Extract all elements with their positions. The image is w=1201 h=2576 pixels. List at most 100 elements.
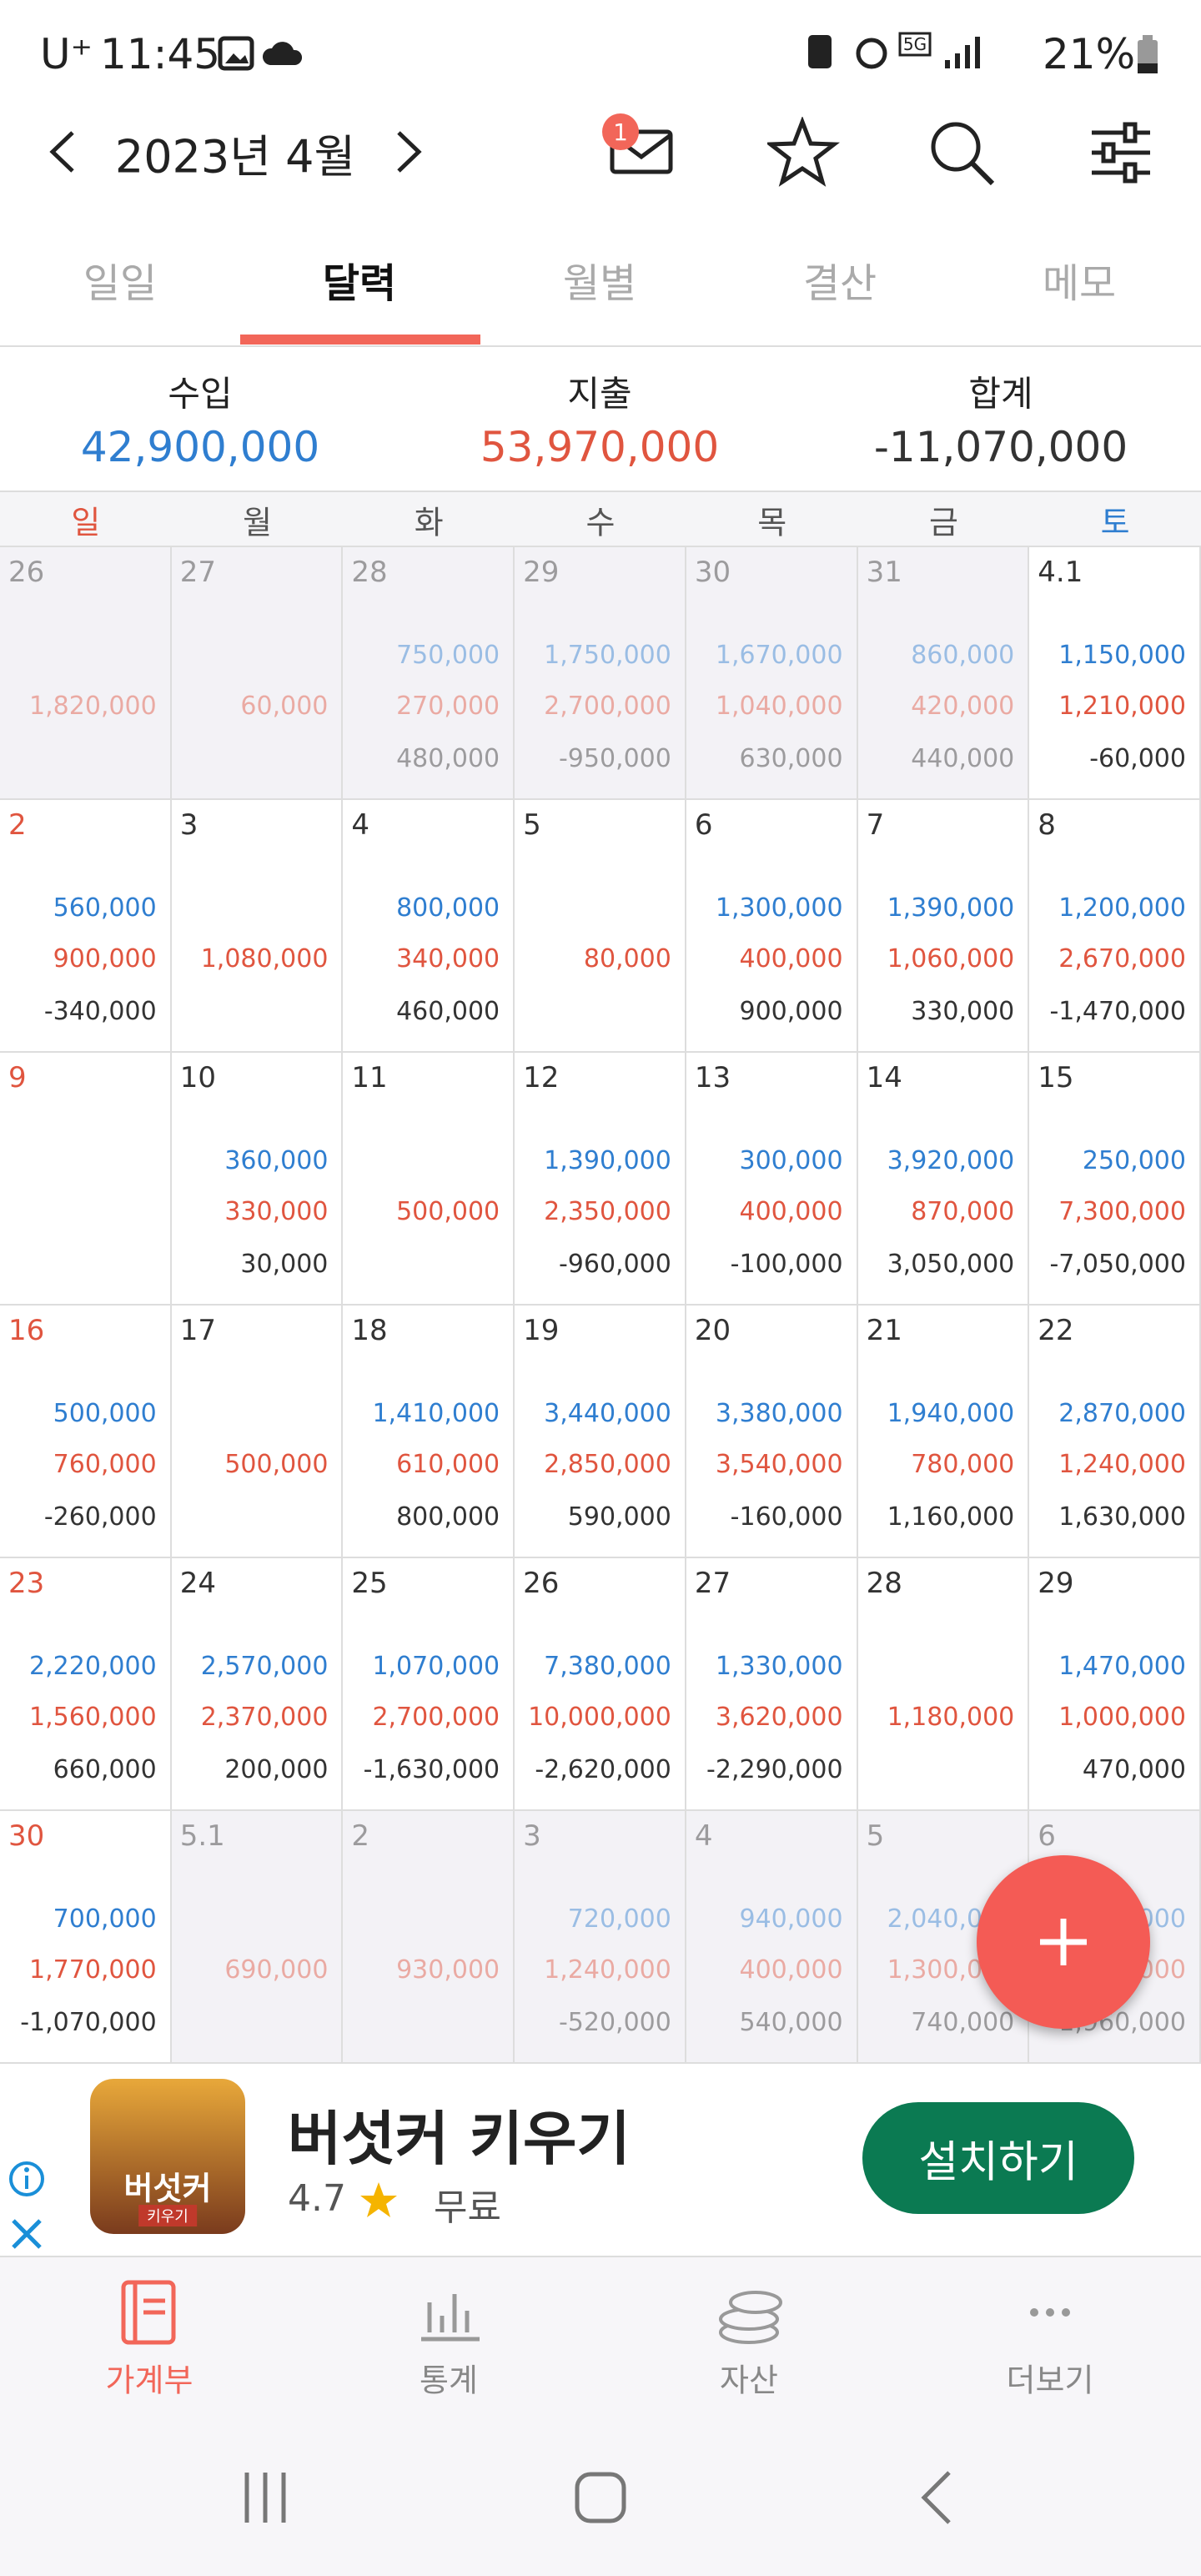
day-total: 1,630,000: [1058, 1502, 1186, 1532]
day-date: 30: [694, 556, 731, 589]
next-month[interactable]: [392, 129, 425, 174]
day-cell[interactable]: 28 1,180,000: [857, 1558, 1030, 1811]
add-button[interactable]: [977, 1855, 1150, 2029]
day-cell[interactable]: 5 80,000: [515, 800, 686, 1053]
day-expense: 80,000: [583, 944, 671, 974]
day-cell[interactable]: 26 1,820,000: [0, 547, 172, 800]
day-total: -100,000: [730, 1250, 843, 1279]
day-expense: 3,540,000: [715, 1450, 843, 1479]
day-cell[interactable]: 14 3,920,000 870,000 3,050,000: [857, 1053, 1030, 1306]
day-cell[interactable]: 30 1,670,000 1,040,000 630,000: [686, 547, 858, 800]
day-cell[interactable]: 19 3,440,000 2,850,000 590,000: [515, 1306, 686, 1558]
day-date: 23: [8, 1567, 45, 1600]
day-cell[interactable]: 27 1,330,000 3,620,000 -2,290,000: [686, 1558, 858, 1811]
ad-controls[interactable]: [7, 2159, 47, 2251]
nav-label[interactable]: 가계부: [105, 2362, 193, 2399]
day-cell[interactable]: 4 800,000 340,000 460,000: [343, 800, 515, 1053]
day-cell[interactable]: 28 750,000 270,000 480,000: [343, 547, 515, 800]
day-expense: 2,370,000: [200, 1703, 329, 1732]
day-total: 660,000: [53, 1755, 157, 1784]
day-expense: 2,670,000: [1058, 944, 1186, 974]
day-date: 15: [1038, 1061, 1074, 1094]
day-income: 1,670,000: [715, 641, 843, 670]
day-income: 1,390,000: [887, 893, 1015, 923]
day-date: 16: [8, 1314, 45, 1347]
tab[interactable]: 결산: [802, 260, 877, 307]
day-cell[interactable]: 29 1,470,000 1,000,000 470,000: [1029, 1558, 1201, 1811]
tab[interactable]: 일일: [83, 260, 158, 307]
day-expense: 60,000: [240, 692, 329, 721]
day-cell[interactable]: 30 700,000 1,770,000 -1,070,000: [0, 1811, 172, 2064]
day-cell[interactable]: 5.1 690,000: [171, 1811, 344, 2064]
day-cell[interactable]: 25 1,070,000 2,700,000 -1,630,000: [343, 1558, 515, 1811]
day-cell[interactable]: 17 500,000: [171, 1306, 344, 1558]
tab[interactable]: 달력: [322, 260, 397, 307]
day-total: -1,470,000: [1049, 997, 1186, 1026]
day-cell[interactable]: 4.1 1,150,000 1,210,000 -60,000: [1029, 547, 1201, 800]
day-cell[interactable]: 8 1,200,000 2,670,000 -1,470,000: [1029, 800, 1201, 1053]
day-cell[interactable]: 29 1,750,000 2,700,000 -950,000: [515, 547, 686, 800]
day-expense: 1,560,000: [29, 1703, 157, 1732]
day-expense: 400,000: [739, 944, 843, 974]
total-label: 합계: [968, 373, 1033, 415]
day-expense: 690,000: [224, 1955, 329, 1985]
network: 5G: [903, 34, 927, 54]
prev-month[interactable]: [46, 129, 79, 174]
day-date: 25: [351, 1567, 388, 1600]
day-date: 2: [8, 808, 27, 842]
day-cell[interactable]: 2 930,000: [343, 1811, 515, 2064]
day-cell[interactable]: 3 720,000 1,240,000 -520,000: [515, 1811, 686, 2064]
day-cell[interactable]: 4 940,000 400,000 540,000: [686, 1811, 858, 2064]
filter-button[interactable]: [1088, 121, 1155, 188]
search-button[interactable]: [926, 117, 1001, 192]
nav-label[interactable]: 자산: [720, 2362, 778, 2399]
day-date: 27: [179, 556, 216, 589]
day-cell[interactable]: 13 300,000 400,000 -100,000: [686, 1053, 858, 1306]
day-cell[interactable]: 11 500,000: [343, 1053, 515, 1306]
day-cell[interactable]: 21 1,940,000 780,000 1,160,000: [857, 1306, 1030, 1558]
day-income: 1,940,000: [887, 1399, 1015, 1428]
day-cell[interactable]: 15 250,000 7,300,000 -7,050,000: [1029, 1053, 1201, 1306]
day-cell[interactable]: 31 860,000 420,000 440,000: [857, 547, 1030, 800]
nav-label[interactable]: 더보기: [1006, 2362, 1094, 2399]
day-cell[interactable]: 12 1,390,000 2,350,000 -960,000: [515, 1053, 686, 1306]
day-cell[interactable]: 23 2,220,000 1,560,000 660,000: [0, 1558, 172, 1811]
day-income: 2,220,000: [29, 1652, 157, 1681]
day-date: 18: [351, 1314, 388, 1347]
day-cell[interactable]: 10 360,000 330,000 30,000: [171, 1053, 344, 1306]
day-expense: 330,000: [224, 1197, 329, 1226]
day-cell[interactable]: 7 1,390,000 1,060,000 330,000: [857, 800, 1030, 1053]
nav-label[interactable]: 통계: [420, 2362, 478, 2399]
day-expense: 1,000,000: [1058, 1703, 1186, 1732]
total-sum: -11,070,000: [873, 423, 1128, 471]
day-cell[interactable]: 22 2,870,000 1,240,000 1,630,000: [1029, 1306, 1201, 1558]
system-buttons[interactable]: [0, 2461, 1201, 2536]
day-cell[interactable]: 6 1,300,000 400,000 900,000: [686, 800, 858, 1053]
day-total: -2,290,000: [706, 1755, 843, 1784]
day-expense: 270,000: [396, 692, 500, 721]
day-cell[interactable]: 27 60,000: [171, 547, 344, 800]
day-income: 2,570,000: [200, 1652, 329, 1681]
day-expense: 1,240,000: [544, 1955, 671, 1985]
day-income: 500,000: [53, 1399, 157, 1428]
day-cell[interactable]: 2 560,000 900,000 -340,000: [0, 800, 172, 1053]
day-cell[interactable]: 18 1,410,000 610,000 800,000: [343, 1306, 515, 1558]
weekday: 월: [243, 504, 273, 541]
install-button[interactable]: 설치하기: [862, 2102, 1134, 2214]
day-cell[interactable]: 3 1,080,000: [171, 800, 344, 1053]
ad-icon-sub: 키우기: [138, 2205, 197, 2226]
day-cell[interactable]: 26 7,380,000 10,000,000 -2,620,000: [515, 1558, 686, 1811]
day-date: 2: [351, 1819, 370, 1853]
favorite-button[interactable]: [767, 117, 842, 192]
day-cell[interactable]: 16 500,000 760,000 -260,000: [0, 1306, 172, 1558]
tab[interactable]: 월별: [562, 260, 637, 307]
day-income: 1,070,000: [372, 1652, 500, 1681]
day-total: 440,000: [911, 744, 1015, 773]
day-cell[interactable]: 20 3,380,000 3,540,000 -160,000: [686, 1306, 858, 1558]
tab[interactable]: 메모: [1042, 260, 1117, 307]
day-total: 330,000: [911, 997, 1015, 1026]
day-cell[interactable]: 24 2,570,000 2,370,000 200,000: [171, 1558, 344, 1811]
day-cell[interactable]: 9: [0, 1053, 172, 1306]
mail-button[interactable]: 1: [600, 108, 684, 184]
day-expense: 1,820,000: [29, 692, 157, 721]
